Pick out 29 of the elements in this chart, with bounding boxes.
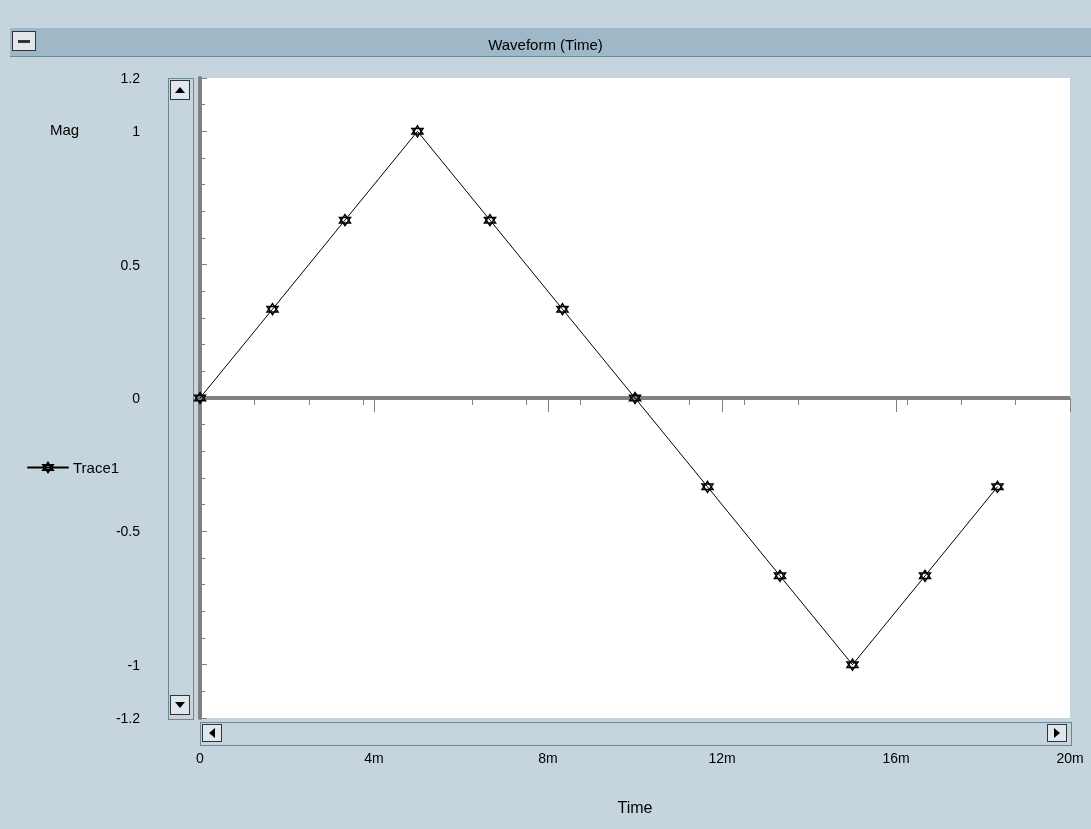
x-tick-label: 0 bbox=[196, 750, 205, 766]
x-axis-title: Time bbox=[617, 798, 653, 816]
x-tick-label: 20m bbox=[1056, 750, 1084, 766]
chart-title: Waveform (Time) bbox=[488, 36, 603, 53]
point bbox=[628, 391, 642, 405]
point bbox=[846, 658, 859, 671]
legend-label: Trace1 bbox=[73, 459, 120, 476]
y-tick-label: -1.2 bbox=[115, 710, 141, 726]
y-tick-label: -0.5 bbox=[115, 523, 141, 540]
point bbox=[918, 569, 932, 583]
x-tick-label: 12m bbox=[708, 750, 736, 766]
point bbox=[773, 569, 787, 583]
point bbox=[991, 480, 1004, 494]
y-axis-title: Mag bbox=[50, 121, 80, 138]
y-tick-label: 0 bbox=[132, 390, 141, 406]
y-tick-label: 1 bbox=[132, 123, 141, 140]
point bbox=[701, 480, 714, 494]
point bbox=[338, 213, 352, 227]
x-tick-label: 8m bbox=[538, 750, 558, 766]
x-tick-label: 4m bbox=[364, 750, 384, 766]
y-tick-label: 0.5 bbox=[120, 256, 141, 273]
y-tick-label: 1.2 bbox=[120, 70, 141, 86]
point bbox=[556, 302, 569, 316]
y-tick-label: -1 bbox=[127, 656, 141, 673]
point bbox=[483, 213, 497, 227]
point bbox=[193, 391, 207, 405]
x-tick-label: 16m bbox=[882, 750, 910, 766]
point bbox=[266, 302, 279, 316]
point bbox=[411, 125, 424, 138]
